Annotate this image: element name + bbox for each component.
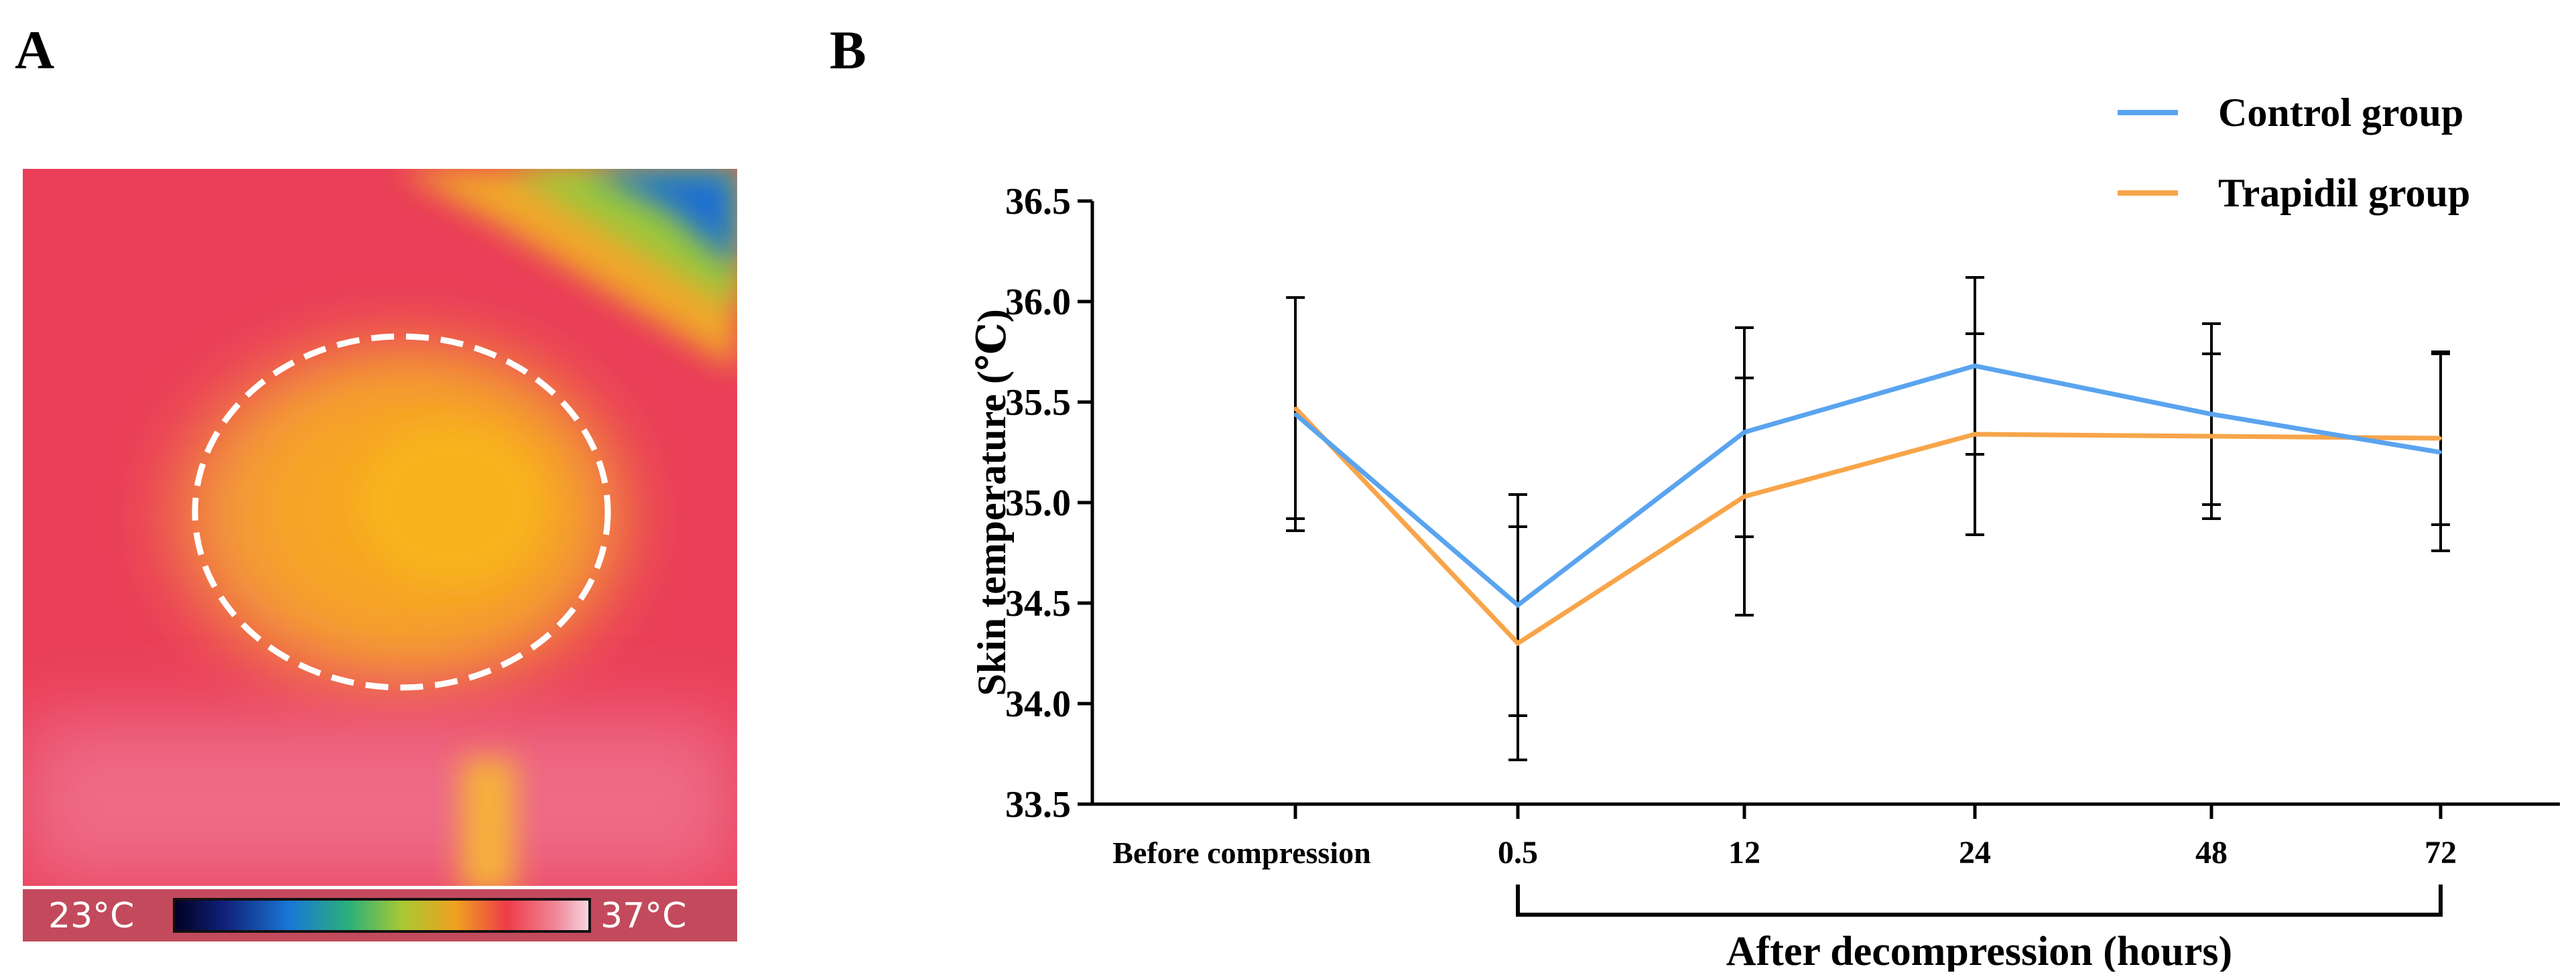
roi-outline bbox=[192, 333, 611, 691]
x-tick-label: 0.5 bbox=[1498, 835, 1538, 870]
x-tick-label: 72 bbox=[2425, 835, 2457, 870]
data-point-trapidil bbox=[1743, 495, 1746, 498]
panel-b-letter: B bbox=[830, 19, 866, 80]
thermal-image: 23°C 37°C bbox=[23, 169, 737, 941]
data-point-trapidil bbox=[1294, 407, 1297, 409]
x-tick-label: Before compression bbox=[1112, 836, 1370, 870]
data-point-control bbox=[1294, 413, 1297, 415]
x-tick-label: 12 bbox=[1728, 835, 1760, 870]
data-point-trapidil bbox=[1974, 433, 1976, 436]
legend-label: Trapidil group bbox=[2218, 171, 2470, 215]
x-tick-label: 24 bbox=[1959, 835, 1991, 870]
x-tick-label: 48 bbox=[2195, 835, 2228, 870]
y-tick-label: 33.5 bbox=[1005, 784, 1071, 826]
y-tick-label: 34.5 bbox=[1005, 583, 1071, 625]
series-line-trapidil bbox=[1293, 406, 2441, 647]
data-point-trapidil bbox=[1517, 642, 1519, 645]
y-tick-label: 36.5 bbox=[1005, 181, 1071, 222]
data-point-control bbox=[1517, 604, 1519, 606]
x-axis-label: After decompression (hours) bbox=[1726, 929, 2232, 972]
y-tick-label: 34.0 bbox=[1005, 684, 1071, 725]
data-point-control bbox=[1974, 365, 1976, 367]
data-point-trapidil bbox=[2439, 437, 2442, 440]
legend-label: Control group bbox=[2218, 90, 2463, 135]
data-point-control bbox=[2439, 451, 2442, 454]
scale-min-label: 23°C bbox=[48, 896, 134, 936]
y-tick-label: 35.0 bbox=[1005, 482, 1071, 524]
line-chart: 33.5 34.0 34.5 35.0 35.5 36.0 36.5 Before compr… bbox=[970, 90, 2560, 972]
panel-a-letter: A bbox=[15, 19, 55, 80]
color-scale-gradient bbox=[173, 898, 591, 933]
line-chart-panel: 33.5 34.0 34.5 35.0 35.5 36.0 36.5 Before compr… bbox=[925, 87, 2567, 972]
data-point-trapidil bbox=[2210, 435, 2213, 438]
y-tick-label: 36.0 bbox=[1005, 281, 1071, 323]
y-axis-label: Skin temperature (℃) bbox=[970, 309, 1014, 696]
y-tick-label: 35.5 bbox=[1005, 382, 1071, 424]
thermal-image-panel: 23°C 37°C bbox=[23, 169, 737, 941]
scale-max-label: 37°C bbox=[600, 896, 686, 936]
data-point-control bbox=[1743, 431, 1746, 434]
series-line-control bbox=[1293, 363, 2441, 608]
after-decompression-bracket bbox=[1516, 885, 2443, 917]
data-point-control bbox=[2210, 413, 2213, 415]
